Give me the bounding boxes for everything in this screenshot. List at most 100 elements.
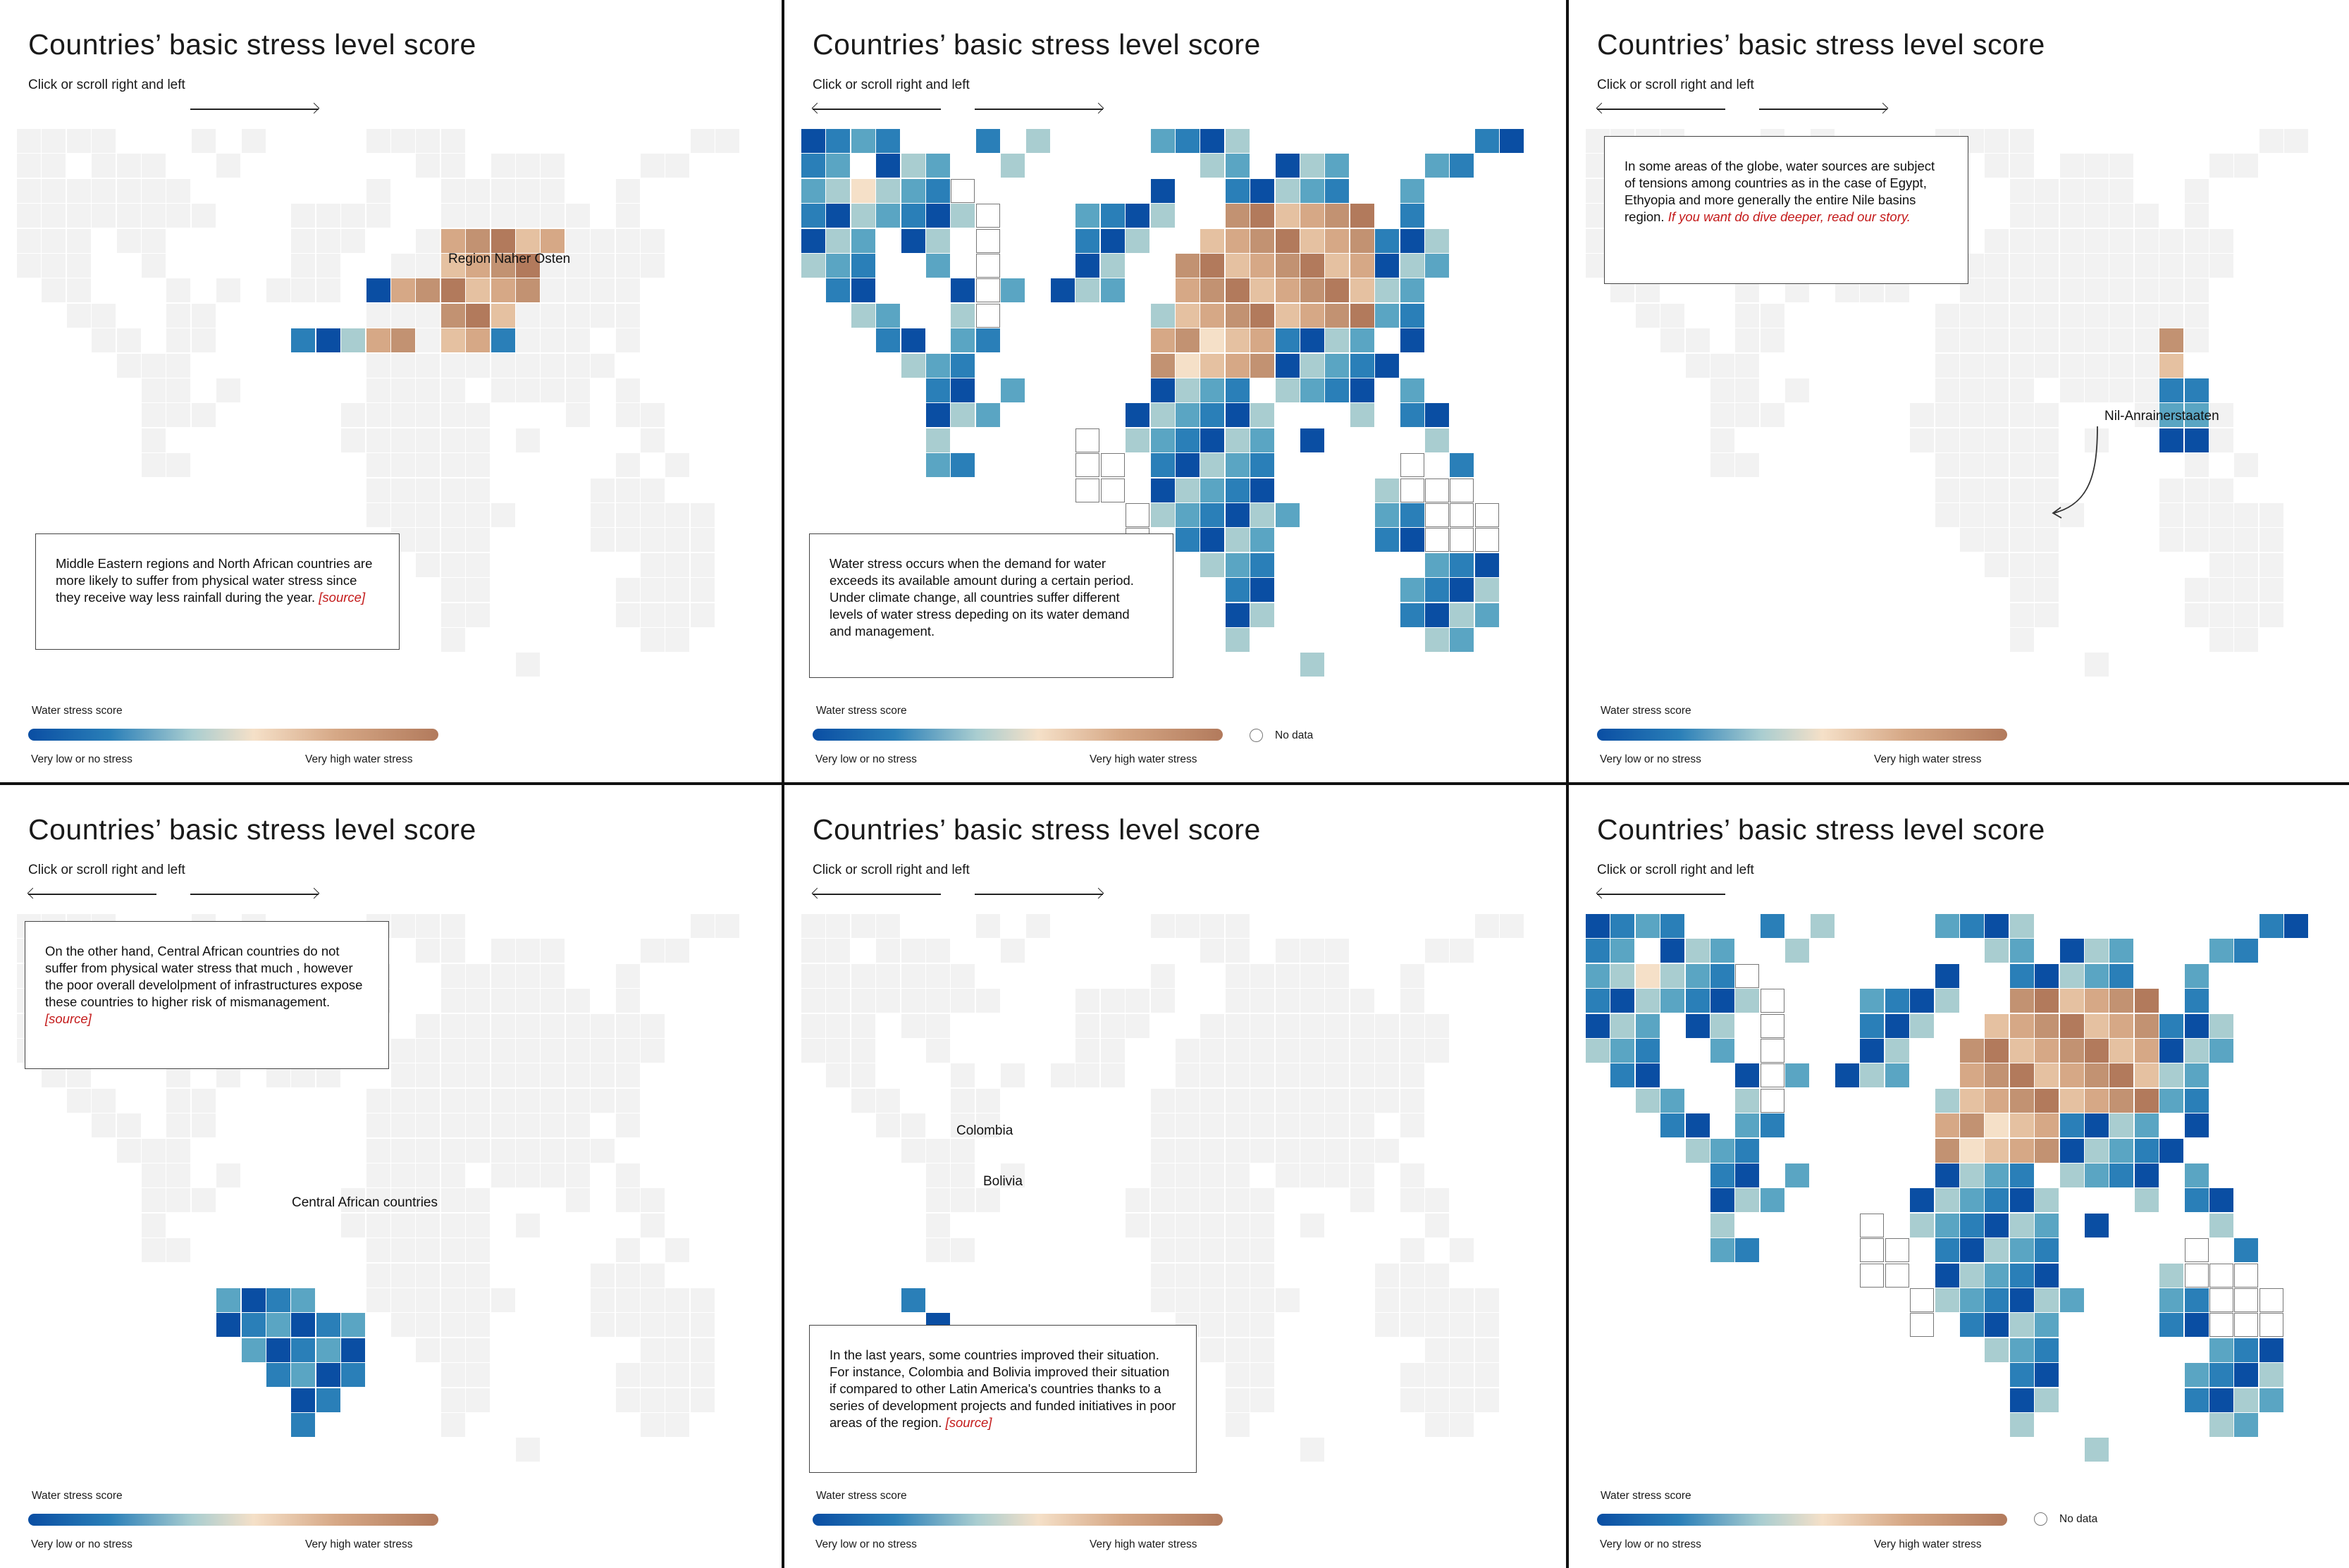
- country-tile[interactable]: [1860, 1063, 1885, 1088]
- country-tile[interactable]: [2159, 1288, 2184, 1312]
- country-tile[interactable]: [1425, 428, 1449, 452]
- country-tile[interactable]: [1586, 939, 1610, 963]
- country-tile[interactable]: [1200, 254, 1225, 278]
- country-tile[interactable]: [2009, 1213, 2034, 1237]
- country-tile[interactable]: [1985, 1263, 2009, 1288]
- country-tile[interactable]: [1025, 129, 1050, 153]
- country-tile[interactable]: [1200, 303, 1225, 328]
- country-tile[interactable]: [1985, 1039, 2009, 1063]
- country-tile[interactable]: [1150, 378, 1175, 402]
- country-tile[interactable]: [801, 129, 825, 153]
- country-tile[interactable]: [876, 154, 901, 178]
- country-tile[interactable]: [1985, 1138, 2009, 1163]
- country-tile[interactable]: [826, 178, 851, 203]
- country-tile[interactable]: [1400, 528, 1424, 552]
- country-tile[interactable]: [516, 254, 540, 278]
- country-tile[interactable]: [2059, 1088, 2084, 1113]
- country-tile[interactable]: [1735, 1088, 1760, 1113]
- country-tile[interactable]: [1126, 428, 1150, 452]
- country-tile[interactable]: [1100, 204, 1125, 228]
- country-tile[interactable]: [1100, 228, 1125, 253]
- country-tile[interactable]: [1910, 1013, 1935, 1038]
- country-tile[interactable]: [851, 303, 875, 328]
- country-tile[interactable]: [2159, 1088, 2184, 1113]
- country-tile[interactable]: [2085, 939, 2109, 963]
- country-tile[interactable]: [1685, 1013, 1710, 1038]
- country-tile[interactable]: [1860, 1013, 1885, 1038]
- country-tile[interactable]: [440, 228, 465, 253]
- country-tile[interactable]: [1910, 1188, 1935, 1213]
- country-tile[interactable]: [951, 353, 975, 378]
- country-tile[interactable]: [1150, 353, 1175, 378]
- country-tile[interactable]: [1760, 1188, 1784, 1213]
- country-tile[interactable]: [1400, 228, 1424, 253]
- country-tile[interactable]: [2009, 1138, 2034, 1163]
- country-tile[interactable]: [826, 228, 851, 253]
- country-tile[interactable]: [1225, 303, 1250, 328]
- country-tile[interactable]: [1910, 989, 1935, 1013]
- country-tile[interactable]: [1150, 503, 1175, 527]
- country-tile[interactable]: [1635, 989, 1660, 1013]
- country-tile[interactable]: [1735, 1113, 1760, 1138]
- country-tile[interactable]: [2209, 1013, 2233, 1038]
- country-tile[interactable]: [1586, 914, 1610, 938]
- country-tile[interactable]: [216, 1288, 241, 1312]
- country-tile[interactable]: [241, 1338, 266, 1362]
- country-tile[interactable]: [2134, 1088, 2159, 1113]
- no-data-tile[interactable]: [2234, 1313, 2259, 1338]
- country-tile[interactable]: [2009, 1363, 2034, 1388]
- country-tile[interactable]: [1176, 503, 1200, 527]
- country-tile[interactable]: [1200, 228, 1225, 253]
- no-data-tile[interactable]: [1450, 503, 1474, 527]
- country-tile[interactable]: [1275, 278, 1300, 303]
- no-data-tile[interactable]: [2209, 1313, 2233, 1338]
- no-data-tile[interactable]: [1075, 453, 1100, 478]
- country-tile[interactable]: [1635, 1039, 1660, 1063]
- country-tile[interactable]: [1225, 552, 1250, 577]
- country-tile[interactable]: [2184, 1363, 2209, 1388]
- country-tile[interactable]: [2109, 1063, 2134, 1088]
- country-tile[interactable]: [1735, 1063, 1760, 1088]
- country-tile[interactable]: [466, 328, 491, 353]
- country-tile[interactable]: [1250, 204, 1275, 228]
- no-data-tile[interactable]: [1100, 478, 1125, 502]
- country-tile[interactable]: [1400, 303, 1424, 328]
- country-tile[interactable]: [291, 328, 316, 353]
- country-tile[interactable]: [1985, 1088, 2009, 1113]
- country-tile[interactable]: [1250, 178, 1275, 203]
- country-tile[interactable]: [1350, 378, 1374, 402]
- country-tile[interactable]: [1960, 1313, 1984, 1338]
- country-tile[interactable]: [2085, 1113, 2109, 1138]
- country-tile[interactable]: [1586, 1039, 1610, 1063]
- country-tile[interactable]: [1450, 453, 1474, 478]
- country-tile[interactable]: [876, 328, 901, 353]
- country-tile[interactable]: [391, 328, 415, 353]
- country-tile[interactable]: [926, 154, 950, 178]
- country-tile[interactable]: [1350, 254, 1374, 278]
- country-tile[interactable]: [2184, 428, 2209, 452]
- country-tile[interactable]: [1935, 989, 1959, 1013]
- country-tile[interactable]: [1610, 1013, 1635, 1038]
- country-tile[interactable]: [1176, 353, 1200, 378]
- country-tile[interactable]: [1275, 254, 1300, 278]
- country-tile[interactable]: [1275, 328, 1300, 353]
- country-tile[interactable]: [266, 1363, 290, 1388]
- country-tile[interactable]: [1075, 228, 1100, 253]
- country-tile[interactable]: [2184, 403, 2209, 428]
- country-tile[interactable]: [1375, 353, 1400, 378]
- country-tile[interactable]: [801, 154, 825, 178]
- country-tile[interactable]: [1425, 628, 1449, 652]
- country-tile[interactable]: [951, 328, 975, 353]
- country-tile[interactable]: [1300, 154, 1324, 178]
- country-tile[interactable]: [1960, 1188, 1984, 1213]
- country-tile[interactable]: [1935, 1238, 1959, 1263]
- country-tile[interactable]: [2035, 1213, 2059, 1237]
- country-tile[interactable]: [1300, 303, 1324, 328]
- country-tile[interactable]: [926, 403, 950, 428]
- country-tile[interactable]: [1610, 1039, 1635, 1063]
- country-tile[interactable]: [1960, 1288, 1984, 1312]
- country-tile[interactable]: [1610, 963, 1635, 988]
- country-tile[interactable]: [801, 228, 825, 253]
- country-tile[interactable]: [1176, 403, 1200, 428]
- country-tile[interactable]: [901, 328, 925, 353]
